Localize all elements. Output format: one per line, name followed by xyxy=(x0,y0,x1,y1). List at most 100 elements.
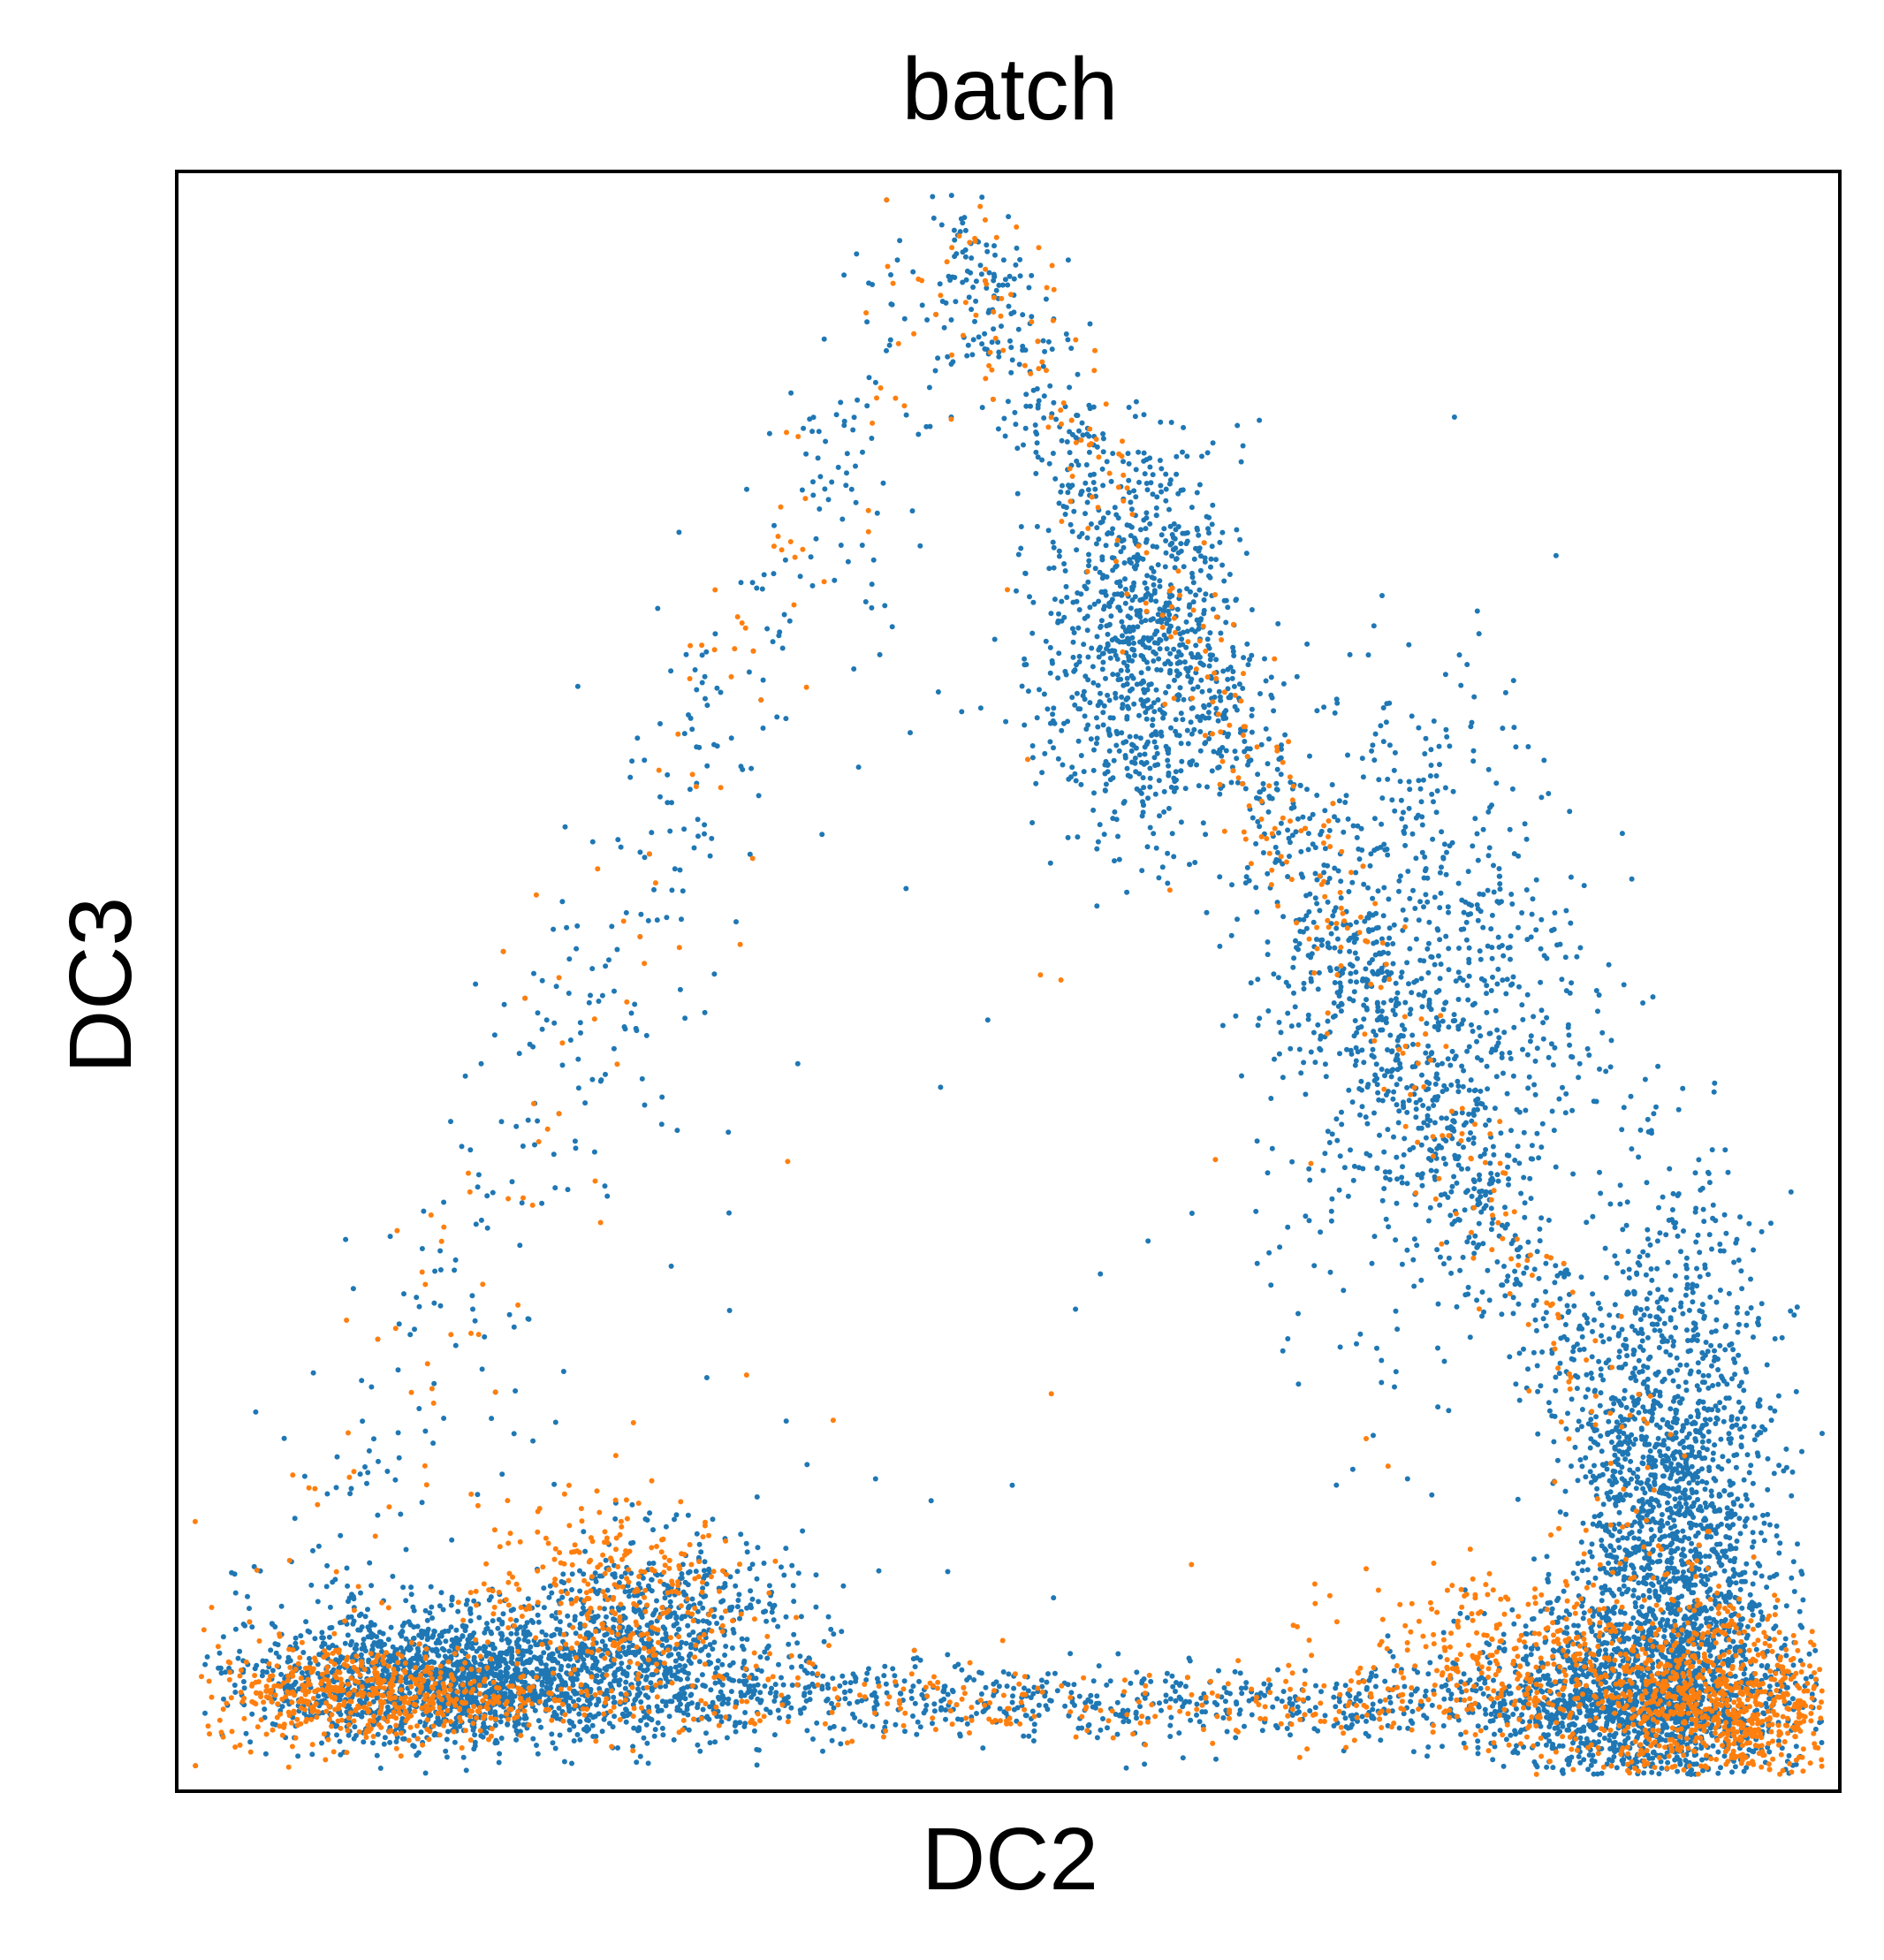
scatter-point xyxy=(619,1660,625,1667)
scatter-point xyxy=(1188,1717,1194,1723)
scatter-point xyxy=(1134,1715,1139,1721)
scatter-point xyxy=(455,1608,461,1614)
scatter-point xyxy=(558,1619,563,1625)
scatter-point xyxy=(686,1658,692,1664)
scatter-point xyxy=(1377,1698,1383,1705)
scatter-point xyxy=(1090,807,1097,813)
scatter-point xyxy=(569,1760,574,1766)
scatter-point xyxy=(594,1673,600,1679)
scatter-point xyxy=(532,1142,537,1148)
scatter-point xyxy=(1196,1719,1203,1725)
scatter-point xyxy=(619,1574,625,1580)
scatter-point xyxy=(1387,1699,1394,1706)
scatter-point xyxy=(627,774,634,780)
scatter-point xyxy=(1031,1728,1037,1734)
scatter-point xyxy=(757,1654,763,1660)
scatter-point xyxy=(694,1531,700,1537)
scatter-point xyxy=(703,1730,709,1736)
scatter-point xyxy=(1212,1699,1218,1706)
scatter-point xyxy=(1143,618,1149,624)
scatter-point xyxy=(651,886,657,893)
scatter-point xyxy=(549,1590,555,1596)
scatter-point xyxy=(1425,940,1432,946)
scatter-point xyxy=(810,479,816,485)
scatter-point xyxy=(1244,864,1250,870)
scatter-point xyxy=(728,1607,734,1613)
scatter-point xyxy=(1026,1733,1032,1739)
scatter-point xyxy=(710,1516,716,1523)
scatter-point xyxy=(489,1664,495,1670)
scatter-point xyxy=(697,1748,703,1754)
scatter-point xyxy=(1107,1678,1113,1684)
scatter-point xyxy=(1448,1691,1455,1698)
scatter-point xyxy=(1375,1090,1381,1096)
scatter-point xyxy=(1535,1431,1541,1437)
scatter-point xyxy=(962,227,969,233)
scatter-point xyxy=(1280,861,1286,867)
scatter-point xyxy=(508,1630,514,1637)
scatter-point xyxy=(681,1710,687,1716)
scatter-point xyxy=(890,1666,896,1672)
scatter-point xyxy=(431,1732,437,1738)
scatter-point xyxy=(485,1689,491,1694)
scatter-point xyxy=(665,771,671,778)
scatter-point xyxy=(581,1571,587,1577)
scatter-point xyxy=(229,1569,235,1576)
scatter-point xyxy=(1125,1707,1131,1713)
scatter-point xyxy=(609,923,615,930)
scatter-point xyxy=(1223,619,1229,626)
scatter-point xyxy=(714,743,720,749)
scatter-point xyxy=(1173,1698,1179,1704)
scatter-point xyxy=(747,1566,753,1572)
scatter-point xyxy=(1359,1713,1365,1720)
scatter-point xyxy=(1303,893,1310,899)
scatter-point xyxy=(1249,1712,1255,1718)
scatter-point xyxy=(365,1624,371,1630)
scatter-point xyxy=(730,1660,736,1666)
scatter-point xyxy=(953,251,960,257)
scatter-point xyxy=(923,423,930,429)
scatter-point xyxy=(603,963,609,969)
scatter-point xyxy=(515,1637,521,1643)
scatter-point xyxy=(1173,1689,1178,1694)
scatter-point xyxy=(437,1303,444,1309)
scatter-point xyxy=(1253,840,1259,847)
scatter-point xyxy=(1004,1683,1010,1690)
scatter-point xyxy=(398,1722,404,1728)
scatter-point xyxy=(735,1598,741,1603)
scatter-point xyxy=(411,1624,417,1630)
scatter-point xyxy=(829,1737,835,1743)
scatter-point xyxy=(738,580,744,586)
scatter-point xyxy=(798,1614,804,1620)
scatter-point xyxy=(776,633,782,639)
scatter-point xyxy=(1090,480,1097,485)
scatter-point xyxy=(1154,494,1160,500)
scatter-point xyxy=(993,1679,999,1685)
scatter-point xyxy=(736,1678,742,1684)
scatter-point xyxy=(642,855,648,861)
scatter-point xyxy=(1409,1064,1416,1070)
scatter-point xyxy=(978,271,984,277)
scatter-point xyxy=(672,1664,679,1670)
scatter-point xyxy=(1513,1381,1519,1387)
scatter-point xyxy=(412,1326,417,1333)
scatter-point xyxy=(247,1606,252,1612)
scatter-point xyxy=(1477,1176,1483,1182)
scatter-point xyxy=(1190,580,1196,586)
scatter-point xyxy=(649,1576,655,1583)
scatter-point xyxy=(550,1740,556,1746)
scatter-point xyxy=(871,1705,877,1711)
scatter-point xyxy=(1013,262,1019,268)
scatter-point xyxy=(326,1645,332,1651)
scatter-point xyxy=(754,1762,760,1768)
scatter-point xyxy=(460,1754,467,1760)
scatter-point xyxy=(1242,1723,1247,1729)
scatter-point xyxy=(842,1696,848,1702)
scatter-point xyxy=(626,1664,632,1670)
scatter-point xyxy=(1499,1222,1505,1228)
scatter-point xyxy=(1225,733,1231,740)
scatter-point xyxy=(1205,710,1212,716)
scatter-point xyxy=(650,1527,656,1533)
scatter-point xyxy=(772,1682,779,1688)
scatter-point xyxy=(407,1645,414,1652)
